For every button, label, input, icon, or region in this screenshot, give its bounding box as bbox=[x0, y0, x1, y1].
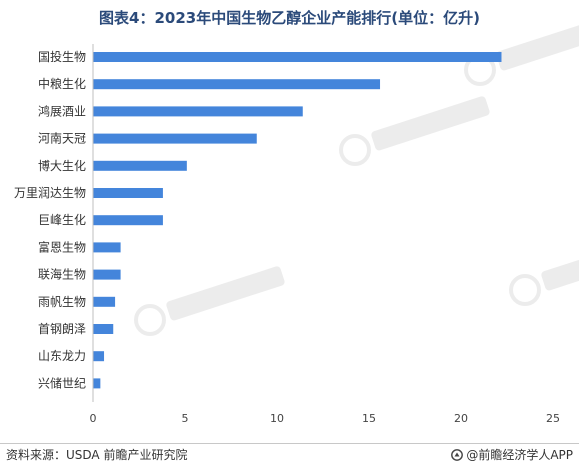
category-label: 联海生物 bbox=[38, 267, 86, 282]
x-tick-label: 20 bbox=[454, 412, 468, 425]
bar bbox=[93, 188, 163, 198]
bar bbox=[93, 351, 105, 362]
watermark-mark bbox=[339, 96, 490, 166]
bar-series bbox=[93, 52, 502, 389]
x-tick-label: 0 bbox=[90, 412, 97, 425]
watermark-mark bbox=[134, 266, 285, 336]
category-label: 富恩生物 bbox=[38, 239, 86, 254]
x-tick-label: 25 bbox=[546, 412, 560, 425]
category-label: 首钢朗泽 bbox=[38, 322, 86, 336]
bar bbox=[93, 79, 381, 90]
qianzhan-logo-icon bbox=[451, 448, 464, 461]
watermark-mark bbox=[509, 236, 579, 306]
bar bbox=[93, 269, 121, 280]
bar bbox=[93, 215, 163, 226]
category-label: 中粮生化 bbox=[38, 76, 86, 91]
watermark-mark bbox=[464, 16, 579, 86]
bar bbox=[93, 106, 303, 117]
x-tick-label: 5 bbox=[182, 412, 189, 425]
bar bbox=[93, 296, 116, 307]
category-labels: 国投生物中粮生化鸿展酒业河南天冠博大生化万里润达生物巨峰生化富恩生物联海生物雨帆… bbox=[14, 49, 86, 390]
category-label: 兴储世纪 bbox=[38, 375, 86, 390]
brand-credit: @前瞻经济学人APP bbox=[451, 446, 573, 463]
x-tick-label: 10 bbox=[270, 412, 284, 425]
watermark-layer bbox=[134, 16, 579, 336]
category-label: 河南天冠 bbox=[38, 131, 86, 146]
footer-divider bbox=[0, 443, 579, 444]
category-label: 鸿展酒业 bbox=[38, 104, 86, 118]
category-label: 万里润达生物 bbox=[14, 186, 86, 200]
category-label: 雨帆生物 bbox=[38, 294, 86, 309]
category-label: 博大生化 bbox=[38, 158, 86, 173]
brand-text: @前瞻经济学人APP bbox=[466, 448, 573, 462]
x-tick-label: 15 bbox=[362, 412, 376, 425]
bar bbox=[93, 378, 101, 389]
bar bbox=[93, 242, 121, 253]
bar bbox=[93, 133, 257, 144]
category-label: 山东龙力 bbox=[38, 349, 86, 363]
bar bbox=[93, 52, 502, 62]
category-label: 巨峰生化 bbox=[38, 213, 86, 227]
source-note: 资料来源：USDA 前瞻产业研究院 bbox=[6, 448, 188, 462]
category-label: 国投生物 bbox=[38, 49, 86, 64]
bar bbox=[93, 160, 187, 171]
bar bbox=[93, 324, 114, 334]
x-axis-ticks: 0 5 10 15 20 25 bbox=[90, 412, 561, 425]
chart-title: 图表4：2023年中国生物乙醇企业产能排行(单位：亿升) bbox=[99, 9, 480, 27]
